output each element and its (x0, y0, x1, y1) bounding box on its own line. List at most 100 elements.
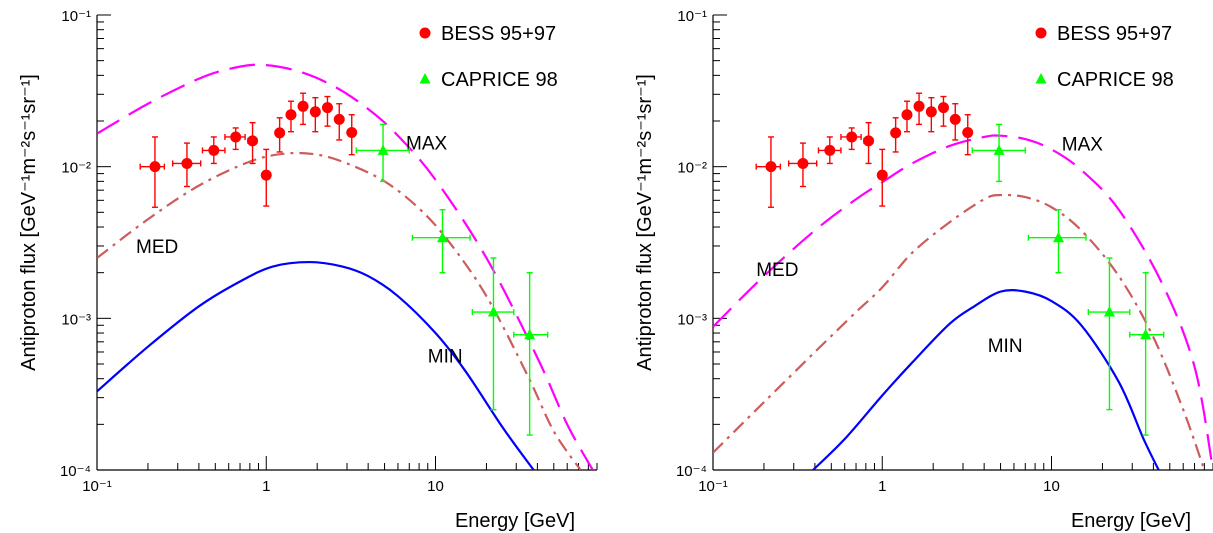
data-point (962, 114, 974, 156)
circle-marker (876, 169, 888, 181)
data-point (201, 136, 226, 165)
data-point (247, 121, 259, 165)
x-axis-title: Energy [GeV] (1071, 510, 1191, 532)
y-tick-label: 10⁻⁴ (676, 463, 707, 480)
triangle-marker (437, 231, 449, 243)
triangle-marker (377, 144, 389, 155)
data-point (297, 92, 309, 126)
chart-panel-1: 10⁻⁴ 10⁻³ 10⁻² 10⁻¹ 10⁻¹ 1 10 Energy [GeV] Antip… (18, 8, 598, 532)
circle-marker (765, 161, 777, 173)
y-tick-label: 10⁻³ (61, 311, 91, 328)
curve-med (97, 151, 582, 470)
data-point (913, 92, 925, 126)
triangle-marker (993, 144, 1005, 155)
circle-marker (230, 131, 242, 143)
data-point (274, 117, 286, 153)
circle-marker (346, 126, 358, 138)
x-axis-title: Energy [GeV] (455, 510, 575, 532)
curve-med (713, 193, 1206, 470)
legend-triangle-marker (1035, 73, 1047, 84)
curve-label-max: MAX (406, 133, 448, 154)
curve-min (97, 260, 535, 470)
triangle-marker (1103, 306, 1115, 317)
data-point (1087, 257, 1131, 411)
circle-marker (309, 106, 321, 118)
chart-panel-2: 10⁻⁴ 10⁻³ 10⁻² 10⁻¹ 10⁻¹ 1 10 Energy [GeV] Antip… (634, 8, 1213, 532)
data-point (840, 127, 862, 151)
legend-circle-marker (419, 27, 431, 39)
circle-marker (846, 131, 858, 143)
circle-marker (285, 109, 297, 121)
circle-marker (333, 113, 345, 125)
series-triangle (971, 123, 1165, 436)
x-tick-label: 1 (262, 478, 270, 495)
triangle-marker (1140, 328, 1152, 340)
circle-marker (962, 126, 974, 138)
legend-circle-marker (1035, 27, 1047, 39)
curves (97, 63, 594, 470)
data-point (471, 257, 515, 411)
x-tick-label: 10 (1043, 478, 1060, 495)
circle-marker (297, 100, 309, 112)
data-point (285, 100, 297, 133)
legend-label: BESS 95+97 (1057, 23, 1172, 45)
curve-max (713, 134, 1213, 470)
circle-marker (901, 109, 913, 121)
x-tick-label: 1 (878, 478, 886, 495)
data-point (1129, 271, 1165, 436)
curve-label-max: MAX (1062, 134, 1104, 155)
y-tick-label: 10⁻³ (677, 311, 707, 328)
triangle-marker (1053, 231, 1065, 243)
data-point (171, 142, 202, 188)
curve-min (812, 289, 1160, 470)
circle-marker (149, 161, 161, 173)
triangle-marker (487, 306, 499, 317)
data-point (755, 136, 782, 208)
y-tick-label: 10⁻⁴ (60, 463, 91, 480)
data-point (901, 100, 913, 133)
circle-marker (949, 113, 961, 125)
curves (713, 134, 1213, 470)
series-triangle (355, 123, 549, 436)
y-tick-label: 10⁻¹ (677, 8, 707, 25)
legend-triangle-marker (419, 73, 431, 84)
data-point (787, 142, 818, 188)
circle-marker (321, 102, 333, 114)
y-tick-label: 10⁻² (61, 160, 91, 177)
circle-marker (181, 157, 193, 169)
legend-label: CAPRICE 98 (1057, 69, 1174, 91)
circle-marker (890, 127, 902, 139)
circle-marker (247, 135, 259, 147)
y-tick-label: 10⁻² (677, 160, 707, 177)
circle-marker (925, 106, 937, 118)
circle-marker (937, 102, 949, 114)
data-point (876, 148, 888, 207)
circle-marker (260, 169, 272, 181)
curve-label-med: MED (136, 237, 178, 258)
circle-marker (824, 144, 836, 156)
data-point (890, 117, 902, 153)
curve-label-min: MIN (988, 336, 1023, 357)
data-point (355, 123, 410, 183)
series-circle (139, 92, 358, 208)
data-point (925, 96, 937, 133)
data-point (937, 95, 949, 127)
curve-label-min: MIN (428, 347, 463, 368)
series-circle (755, 92, 974, 208)
data-point (817, 136, 842, 165)
data-point (260, 148, 272, 207)
y-axis-title: Antiproton flux [GeV⁻¹m⁻²s⁻¹sr⁻¹] (18, 74, 40, 371)
data-point (971, 123, 1026, 183)
triangle-marker (524, 328, 536, 340)
data-point (321, 95, 333, 127)
data-point (139, 136, 166, 208)
x-tick-label: 10⁻¹ (698, 478, 728, 495)
data-point (224, 127, 246, 151)
curve-max (97, 63, 594, 470)
data-point (863, 121, 875, 165)
x-tick-label: 10 (427, 478, 444, 495)
y-tick-label: 10⁻¹ (61, 8, 91, 25)
circle-marker (274, 127, 286, 139)
legend-label: BESS 95+97 (441, 23, 556, 45)
